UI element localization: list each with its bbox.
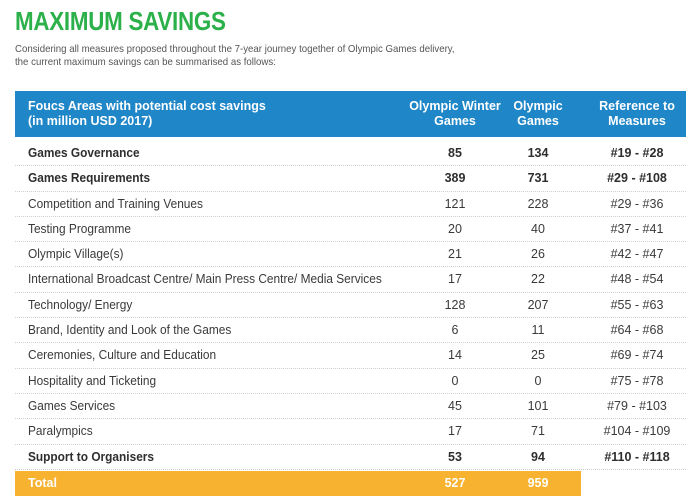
row-olympic-value: 207	[527, 297, 549, 312]
table-row: International Broadcast Centre/ Main Pre…	[15, 267, 686, 293]
table-row: Games Requirements 389 731 #29 - #108	[15, 166, 686, 192]
row-olympic-value: 40	[531, 221, 545, 236]
row-olympic-value: 134	[527, 146, 549, 160]
header-olympic-games: Olympic Games	[505, 99, 571, 129]
row-olympic-value: 11	[531, 323, 545, 338]
header-text: Olympic	[513, 99, 563, 113]
table-row: Olympic Village(s) 21 26 #42 - #47	[15, 242, 686, 268]
row-winter-value: 121	[444, 196, 466, 211]
row-reference: #75 - #78	[610, 373, 664, 388]
page-title: MAXIMUM SAVINGS	[15, 6, 226, 36]
row-olympic-value: 71	[531, 424, 545, 439]
row-area-name: Paralympics	[28, 424, 93, 439]
header-text: Measures	[608, 114, 666, 128]
table-row: Games Governance 85 134 #19 - #28	[15, 141, 686, 167]
row-area-name: Games Services	[28, 398, 116, 413]
table-row: Hospitality and Ticketing 0 0 #75 - #78	[15, 369, 686, 394]
row-area-name: Support to Organisers	[28, 449, 155, 464]
table-row: Testing Programme 20 40 #37 - #41	[15, 217, 686, 243]
row-olympic-value: 26	[531, 247, 545, 262]
table-row: Technology/ Energy 128 207 #55 - #63	[15, 293, 686, 319]
row-area-name: Competition and Training Venues	[28, 196, 203, 211]
row-area-name: Ceremonies, Culture and Education	[28, 348, 217, 363]
header-text: Olympic Winter	[409, 99, 501, 113]
intro-text: Considering all measures proposed throug…	[15, 43, 455, 69]
table-row: Paralympics 17 71 #104 - #109	[15, 419, 686, 445]
intro-line: the current maximum savings can be summa…	[15, 56, 276, 68]
row-reference: #29 - #108	[607, 171, 667, 186]
row-winter-value: 389	[444, 171, 466, 186]
row-olympic-value: 228	[527, 196, 549, 211]
table-row: Brand, Identity and Look of the Games 6 11…	[15, 318, 686, 344]
row-reference: #69 - #74	[610, 348, 664, 363]
savings-table: Foucs Areas with potential cost savings …	[15, 91, 686, 496]
header-text: (in million USD 2017)	[28, 114, 153, 128]
row-winter-value: 17	[448, 424, 462, 439]
row-area-name: Brand, Identity and Look of the Games	[28, 323, 232, 338]
row-olympic-value: 94	[531, 449, 545, 464]
row-olympic-value: 0	[534, 373, 542, 388]
row-olympic-value: 22	[531, 272, 545, 287]
row-reference: #19 - #28	[610, 146, 664, 160]
header-reference: Reference to Measures	[589, 99, 685, 129]
row-olympic-value: 25	[531, 348, 545, 363]
header-focus-areas: Foucs Areas with potential cost savings …	[28, 99, 266, 129]
table-row: Competition and Training Venues 121 228 #29…	[15, 192, 686, 217]
table-header: Foucs Areas with potential cost savings …	[15, 91, 686, 137]
row-winter-value: 45	[448, 398, 462, 413]
row-winter-value: 6	[451, 323, 459, 338]
row-olympic-value: 101	[527, 398, 549, 413]
row-area-name: Games Requirements	[28, 171, 151, 186]
table-row: Ceremonies, Culture and Education 14 25 #69…	[15, 343, 686, 369]
total-label: Total	[28, 475, 57, 490]
row-winter-value: 21	[448, 247, 462, 262]
row-area-name: Hospitality and Ticketing	[28, 373, 157, 388]
row-reference: #42 - #47	[610, 247, 664, 262]
row-reference: #110 - #118	[604, 449, 670, 464]
row-reference: #79 - #103	[607, 398, 667, 413]
table-row: Games Services 45 101 #79 - #103	[15, 394, 686, 420]
intro-line: Considering all measures proposed throug…	[15, 43, 455, 55]
row-area-name: Games Governance	[28, 146, 140, 160]
row-winter-value: 128	[444, 297, 466, 312]
row-area-name: Testing Programme	[28, 221, 131, 236]
row-reference: #104 - #109	[603, 424, 671, 439]
row-area-name: International Broadcast Centre/ Main Pre…	[28, 272, 382, 287]
row-winter-value: 14	[448, 348, 462, 363]
row-reference: #29 - #36	[610, 196, 664, 211]
row-winter-value: 20	[448, 221, 462, 236]
row-winter-value: 85	[448, 146, 462, 160]
header-winter-games: Olympic Winter Games	[405, 99, 505, 129]
total-winter-value: 527	[444, 475, 466, 490]
header-text: Foucs Areas with potential cost savings	[28, 99, 266, 113]
header-text: Reference to	[599, 99, 675, 113]
row-area-name: Technology/ Energy	[28, 297, 133, 312]
total-row: Total 527 959	[15, 470, 581, 496]
header-text: Games	[434, 114, 476, 128]
row-winter-value: 53	[448, 449, 462, 464]
row-winter-value: 17	[448, 272, 462, 287]
table-body: Games Governance 85 134 #19 - #28 Games Requ…	[15, 141, 686, 470]
row-reference: #55 - #63	[610, 297, 664, 312]
row-area-name: Olympic Village(s)	[28, 247, 124, 262]
row-reference: #64 - #68	[610, 323, 664, 338]
total-olympic-value: 959	[527, 475, 549, 490]
table-row: Support to Organisers 53 94 #110 - #118	[15, 445, 686, 470]
row-reference: #48 - #54	[610, 272, 664, 287]
row-olympic-value: 731	[527, 171, 549, 186]
row-winter-value: 0	[451, 373, 459, 388]
header-text: Games	[517, 114, 559, 128]
row-reference: #37 - #41	[610, 221, 664, 236]
